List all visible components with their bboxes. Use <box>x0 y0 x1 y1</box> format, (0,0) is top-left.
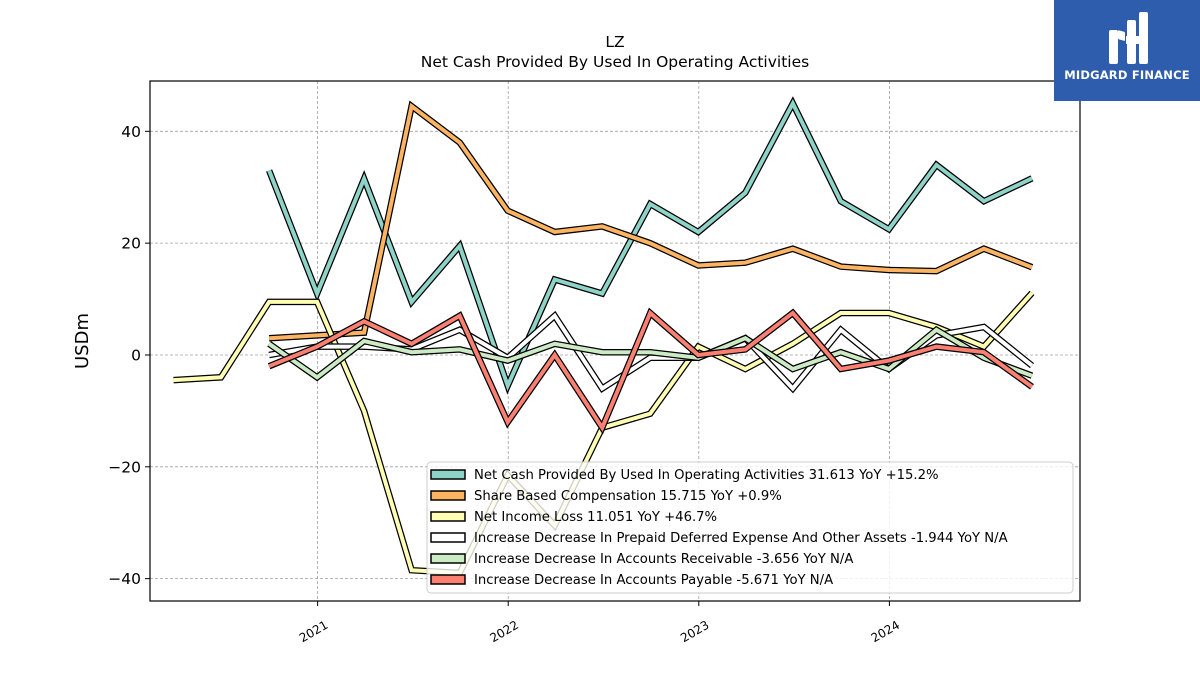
legend-label: Increase Decrease In Prepaid Deferred Ex… <box>474 531 1008 546</box>
legend-swatch <box>430 532 466 543</box>
legend-label: Share Based Compensation 15.715 YoY +0.9… <box>474 489 782 504</box>
x-tick-label: 2023 <box>678 618 711 645</box>
series-line <box>267 99 1033 392</box>
series-line <box>268 309 1034 432</box>
legend-label: Increase Decrease In Accounts Payable -5… <box>474 573 833 588</box>
legend-box <box>426 461 1074 594</box>
y-tick-label: 0 <box>131 346 141 364</box>
legend-swatch <box>430 574 466 585</box>
legend-label: Net Cash Provided By Used In Operating A… <box>474 468 939 483</box>
chart-subtitle: Net Cash Provided By Used In Operating A… <box>421 53 809 71</box>
series-line <box>268 102 1033 341</box>
legend-swatch <box>430 469 466 480</box>
brand-logo: MIDGARD FINANCE <box>1054 0 1200 101</box>
legend-swatch <box>430 553 466 564</box>
y-tick-label: 40 <box>121 123 141 141</box>
legend-label: Net Income Loss 11.051 YoY +46.7% <box>474 510 717 525</box>
x-tick-label: 2024 <box>869 618 902 645</box>
legend-swatch <box>430 490 466 501</box>
legend: Net Cash Provided By Used In Operating A… <box>426 461 1074 594</box>
series-lines <box>173 96 1035 577</box>
x-tick-label: 2021 <box>297 618 330 645</box>
brand-name: MIDGARD FINANCE <box>1064 68 1190 82</box>
y-axis-label: USDm <box>72 313 93 369</box>
chart-title: LZ <box>605 33 624 51</box>
y-tick-label: −20 <box>108 458 141 476</box>
x-tick-label: 2022 <box>487 618 520 645</box>
y-tick-label: −40 <box>108 570 141 588</box>
plot-frame <box>149 80 1081 602</box>
y-tick-label: 20 <box>121 235 141 253</box>
legend-label: Increase Decrease In Accounts Receivable… <box>474 552 853 567</box>
legend-swatch <box>430 511 466 522</box>
brand-mark-icon <box>1109 12 1148 64</box>
